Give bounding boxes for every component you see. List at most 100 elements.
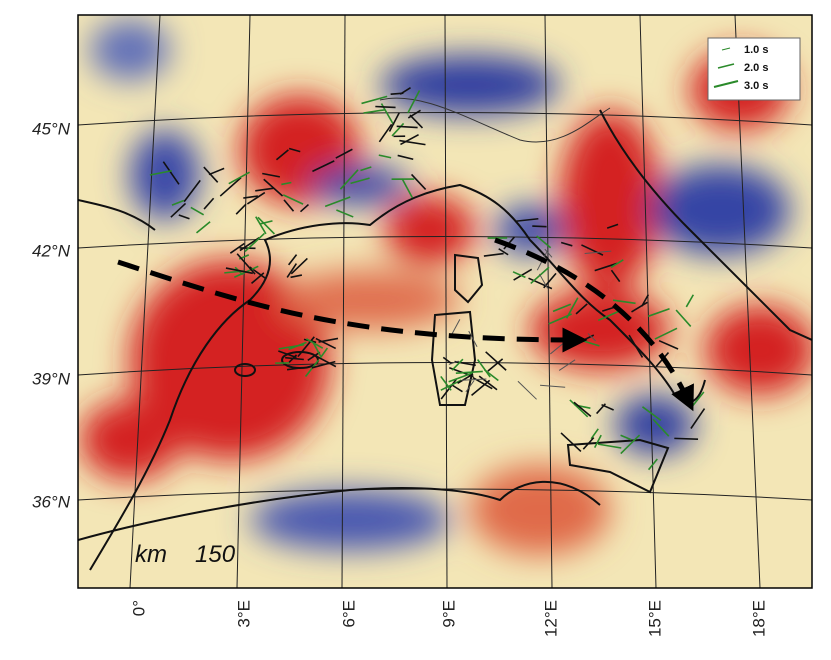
anisotropy-bar [391,122,405,137]
anisotropy-bar [647,458,658,471]
flow-arrow [117,259,588,353]
anisotropy-bar [596,403,607,415]
anisotropy-bar [471,379,491,397]
anisotropy-bar [243,195,259,199]
anisotropy-bar [631,301,648,313]
legend-label: 3.0 s [744,80,768,92]
anisotropy-bar [483,369,499,382]
anisotropy-bar [548,313,572,325]
legend-label: 1.0 s [744,44,768,56]
anisotropy-bar [440,379,462,391]
anisotropy-bar [203,197,215,210]
anisotropy-bar [685,294,695,308]
anisotropy-bar [350,177,370,185]
anisotropy-bar [468,330,478,347]
anisotropy-bar [517,380,537,400]
depth-unit: km [135,541,167,568]
anisotropy-bar [286,367,301,371]
anisotropy-bar [573,401,592,418]
anisotropy-bar [263,178,284,197]
anisotropy-bar [297,336,315,358]
latitude-label: 39°N [32,369,71,388]
anisotropy-bar [410,173,427,190]
anisotropy-bar [282,194,304,205]
latitude-label: 42°N [32,241,71,260]
anisotropy-bar [478,375,498,391]
longitude-label: 6°E [339,600,358,628]
legend-swatch [721,47,731,51]
anisotropy-bar [401,178,413,198]
anisotropy-bar [512,271,526,279]
anisotropy-bar [239,237,260,252]
anisotropy-bar [244,232,265,253]
anisotropy-bar [285,356,304,361]
anisotropy-bar [536,235,552,249]
flow-arrows [117,237,694,412]
anisotropy-bar [299,203,309,213]
anisotropy-bar [251,272,265,284]
anisotropy-bar [400,133,419,146]
anisotropy-bar [375,105,396,109]
anisotropy-bar [528,277,553,290]
anisotropy-bar [515,217,539,223]
anisotropy-bar [360,166,372,172]
anisotropy-bar [544,248,553,258]
anisotropy-bar [407,109,421,119]
anisotropy-bar [485,351,507,371]
anisotropy-bar [278,343,305,350]
anisotropy-bar [461,378,487,381]
flow-arrow [494,237,694,412]
anisotropy-bar [606,223,619,229]
legend-box [707,37,801,101]
coastline [78,97,812,571]
latitude-labels: 45°N 42°N 39°N 36°N [32,119,71,511]
anisotropy-bar [335,148,353,159]
anisotropy-bar [190,206,205,216]
anisotropy-bar [652,418,670,437]
anisotropy-bar [628,334,644,358]
longitude-label: 9°E [439,600,458,628]
anisotropy-bar [620,434,632,441]
anisotropy-bar [259,220,273,225]
longitude-label: 12°E [541,600,560,637]
anisotropy-bar [324,196,351,208]
anisotropy-bar [278,350,297,359]
map-area: km 150 [78,15,812,588]
velocity-anomaly [80,20,812,555]
anisotropy-bar [612,299,636,305]
anisotropy-bar [593,434,602,448]
latitude-label: 45°N [32,119,71,138]
depth-value: 150 [195,541,236,568]
anisotropy-bar [582,437,595,450]
anisotropy-bar [178,214,190,220]
latitude-label: 36°N [32,492,71,511]
anisotropy-bar [560,432,582,453]
anisotropy-bar [487,358,504,372]
anisotropy-bar [363,108,386,114]
anisotropy-bar [448,372,473,383]
anisotropy-bar [288,354,298,363]
anisotropy-bar [442,356,453,365]
anisotropy-bar [409,114,424,129]
anisotropy-bar [399,139,426,146]
anisotropy-bar [407,90,421,114]
anisotropy-bar [203,166,219,183]
anisotropy-bar [451,358,464,371]
legend-label: 2.0 s [744,62,768,74]
anisotropy-bar [674,437,699,440]
anisotropy-bar [642,406,662,422]
anisotropy-bar [219,177,242,197]
anisotropy-bar [552,303,572,313]
anisotropy-bar [454,360,476,367]
anisotropy-bar [455,370,483,374]
anisotropy-bar [229,242,245,254]
anisotropy-bar [538,273,549,289]
anisotropy-bar [286,263,298,278]
anisotropy-bar [658,339,679,350]
anisotropy-bar [288,147,301,153]
anisotropy-bar [560,241,573,247]
anisotropy-bar [236,253,256,275]
anisotropy-bar [483,252,504,257]
legend-swatch [713,80,739,88]
